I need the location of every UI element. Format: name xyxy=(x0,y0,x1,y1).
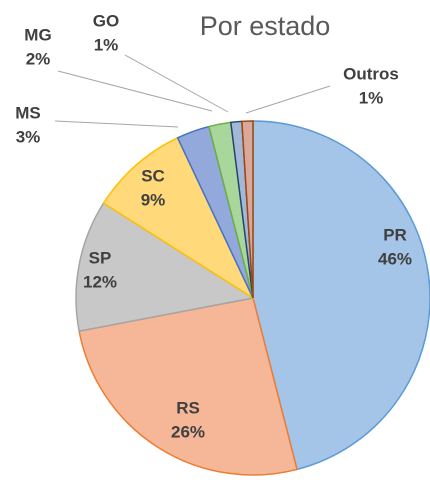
pie-slice xyxy=(241,120,254,299)
pie-slice xyxy=(75,202,256,333)
slice-value-label: 9% xyxy=(141,190,166,209)
slice-label: SP xyxy=(89,248,112,267)
pie-slice xyxy=(252,120,430,471)
slice-value-label: 12% xyxy=(83,272,117,291)
slice-label: PR xyxy=(383,225,407,244)
slice-value-label: 26% xyxy=(171,422,205,441)
slice-value-label: 3% xyxy=(16,127,41,146)
leader-line xyxy=(57,70,213,112)
slice-value-label: 1% xyxy=(94,35,119,54)
slice-label: Outros xyxy=(343,64,399,83)
slice-label: RS xyxy=(176,398,200,417)
slice-value-label: 46% xyxy=(378,249,412,268)
leader-line xyxy=(124,54,229,113)
chart-title: Por estado xyxy=(200,11,331,41)
slice-label: MG xyxy=(24,25,51,44)
pie-slice xyxy=(78,297,298,476)
slice-label: MS xyxy=(15,103,41,122)
slice-label: SC xyxy=(141,166,165,185)
leader-line xyxy=(54,120,179,128)
slice-value-label: 2% xyxy=(26,49,51,68)
leader-line xyxy=(245,85,331,114)
slice-label: GO xyxy=(93,11,119,30)
slice-value-label: 1% xyxy=(359,88,384,107)
pie-slice xyxy=(102,136,255,301)
